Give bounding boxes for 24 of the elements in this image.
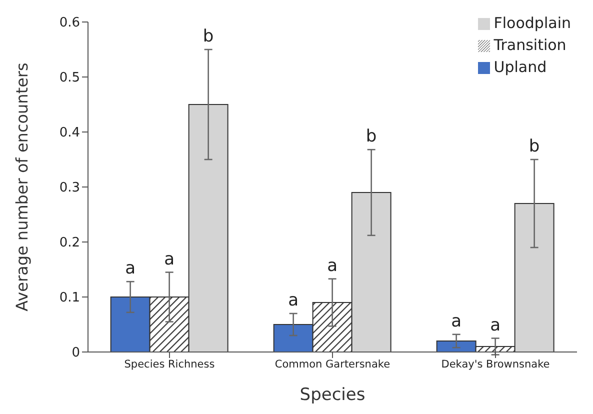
y-tick-label: 0.3 bbox=[59, 180, 80, 196]
x-tick-label: Species Richness bbox=[124, 358, 215, 370]
legend-label: Upland bbox=[494, 58, 547, 76]
annotation: a bbox=[125, 258, 136, 279]
annotation: a bbox=[451, 311, 462, 332]
y-tick-label: 0.1 bbox=[59, 290, 80, 306]
annotation: a bbox=[327, 256, 338, 276]
y-tick-label: 0.6 bbox=[59, 16, 80, 31]
annotation: b bbox=[528, 136, 540, 156]
annotation: a bbox=[490, 315, 501, 336]
annotation: b bbox=[202, 26, 214, 46]
x-axis-title: Species bbox=[300, 385, 366, 405]
y-tick-label: 0.5 bbox=[59, 70, 80, 86]
annotation: a bbox=[288, 290, 299, 310]
x-tick-label: Common Gartersnake bbox=[274, 358, 390, 370]
y-axis-title: Average number of encounters bbox=[12, 62, 32, 312]
y-tick-label: 0.4 bbox=[59, 126, 80, 141]
y-tick-label: 0 bbox=[72, 346, 80, 361]
annotation: a bbox=[164, 249, 175, 270]
legend-label: Transition bbox=[494, 36, 566, 54]
legend-label: Floodplain bbox=[494, 14, 571, 32]
x-tick-label: Dekay's Brownsnake bbox=[441, 358, 550, 370]
y-tick-label: 0.2 bbox=[59, 236, 80, 251]
annotation: b bbox=[366, 126, 377, 147]
